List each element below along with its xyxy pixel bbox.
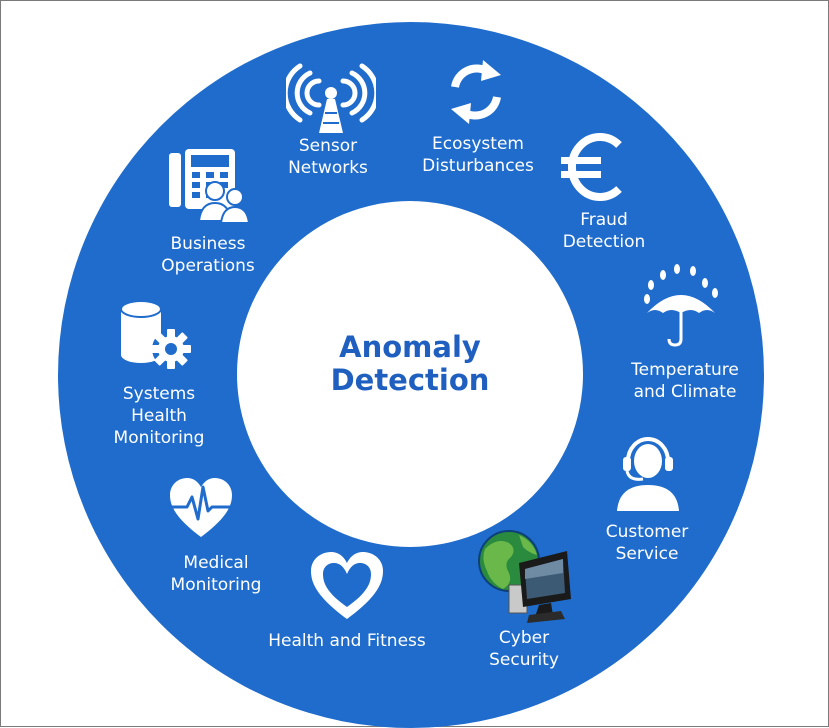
segment-label-business-operations: Business Operations [161,234,255,276]
center-title-line-2: Detection [330,363,490,397]
database-gear-icon [115,299,199,375]
segment-label-systems-health-monitoring: Systems Health Monitoring [113,384,205,448]
center-title-line-1: Anomaly [339,330,481,364]
segment-label-medical-monitoring: Medical Monitoring [170,553,262,595]
segment-label-ecosystem-disturbances: Ecosystem Disturbances [422,134,534,176]
heart-icon [307,549,387,625]
headset-agent-icon [613,433,683,513]
center-title: Anomaly Detection [237,331,583,397]
segment-label-temperature-and-climate: Temperature and Climate [631,360,739,402]
segment-label-fraud-detection: Fraud Detection [562,210,646,252]
cycle-arrows-icon [441,57,511,127]
globe-monitor-icon [475,527,575,625]
segment-label-sensor-networks: Sensor Networks [288,136,368,178]
euro-icon [557,131,633,203]
antenna-icon [286,63,376,137]
segment-label-health-and-fitness: Health and Fitness [268,631,426,651]
segment-label-customer-service: Customer Service [605,522,689,564]
umbrella-rain-icon [641,263,721,347]
center-circle [237,201,583,547]
phone-people-icon [165,147,251,225]
heartbeat-icon [167,475,235,541]
segment-label-cyber-security: Cyber Security [489,628,559,670]
